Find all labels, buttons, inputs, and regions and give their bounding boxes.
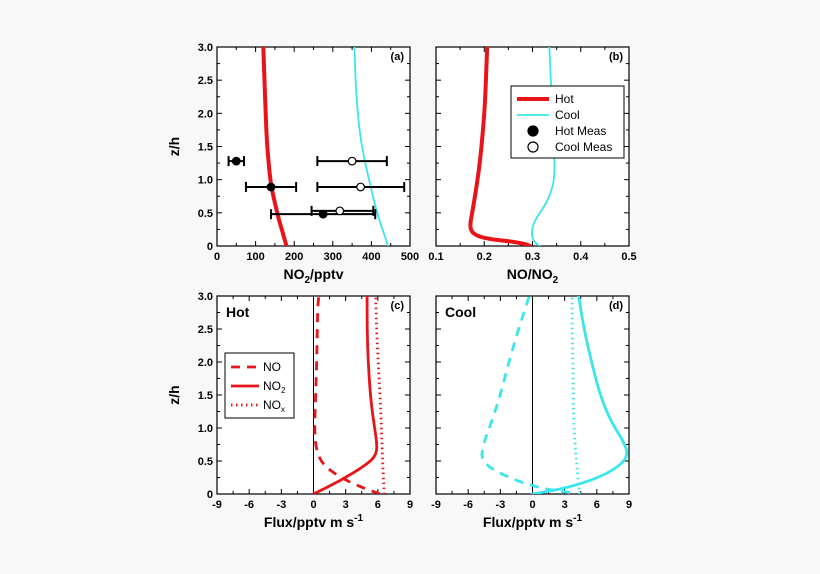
x-tick-label: 3	[562, 499, 568, 511]
y-tick-label: 3.0	[198, 291, 213, 303]
x-axis-title-tail: /pptv	[310, 266, 344, 282]
hot-meas-point	[266, 182, 276, 192]
x-tick-label: 0	[214, 251, 220, 263]
panel-tag: (d)	[609, 300, 623, 312]
x-tick-label: -9	[212, 499, 222, 511]
x-tick-label: 6	[594, 499, 600, 511]
x-tick-label: -3	[495, 499, 505, 511]
panel-c: -9 -6 -3 0 3 6 9 0 0.5 1.0 1.5 2.0 2.5 3.0 z/h Flux/ppt…	[166, 291, 413, 530]
series-line-no	[313, 296, 381, 494]
series-line-no	[480, 296, 571, 494]
x-axis-title-main: Flux/pptv m s	[483, 514, 573, 530]
y-tick-label: 2.5	[198, 75, 213, 87]
corner-label: Hot	[226, 304, 250, 320]
y-tick-label: 0.5	[198, 456, 213, 468]
x-tick-label: 0	[529, 499, 535, 511]
x-tick-label: 400	[362, 251, 380, 263]
legend-marker-cool-meas	[527, 141, 539, 153]
x-tick-label: -3	[276, 499, 286, 511]
legend-label-main: NO	[263, 398, 281, 412]
hot-meas-point	[231, 156, 241, 166]
y-tick-label: 0.5	[198, 208, 213, 220]
x-tick-label: 0.4	[573, 251, 589, 263]
legend-box	[224, 352, 295, 419]
x-tick-label: 0.3	[525, 251, 540, 263]
x-tick-label: 9	[626, 499, 632, 511]
legend-label: Hot	[555, 92, 574, 106]
panel-b: 0.1 0.2 0.3 0.4 0.5 NO/NO2 (b)	[428, 46, 637, 286]
panel-a: 0 100 200 300 400 500 0 0.5 1.0 1.5 2.0 2.5 3.0 z/h NO…	[166, 42, 419, 286]
x-tick-label: 0	[310, 499, 316, 511]
legend-label-sub: x	[281, 405, 285, 414]
x-axis-title: NO/NO2	[507, 266, 559, 286]
legend-label: Hot Meas	[555, 124, 606, 138]
y-tick-label: 2.0	[198, 108, 213, 120]
series-line-hot	[468, 47, 533, 246]
plot-area	[312, 296, 386, 494]
corner-label: Cool	[445, 304, 476, 320]
x-tick-label: 6	[375, 499, 381, 511]
x-tick-label: 200	[285, 251, 303, 263]
cool-meas-point	[347, 156, 357, 166]
legend-label-sub: 2	[281, 386, 286, 395]
plot-frame	[216, 46, 411, 247]
y-tick-label: 2.5	[198, 324, 213, 336]
x-tick-label: 9	[407, 499, 413, 511]
x-axis-title-main: NO	[283, 266, 304, 282]
x-axis-title: Flux/pptv m s-1	[483, 513, 583, 530]
x-axis-title: Flux/pptv m s-1	[264, 513, 364, 530]
x-axis-title-main: Flux/pptv m s	[264, 514, 354, 530]
y-tick-label: 1.0	[198, 175, 213, 187]
plot-area	[480, 296, 629, 494]
plot-area	[261, 47, 389, 246]
x-tick-label: 0.5	[621, 251, 636, 263]
series-line-no2	[312, 296, 379, 494]
cool-meas-point	[335, 206, 345, 216]
y-tick-label: 0	[207, 241, 213, 253]
panel-tag: (a)	[391, 51, 405, 63]
series-line-hot	[261, 47, 289, 246]
x-tick-label: 3	[343, 499, 349, 511]
legend-label: NO2	[263, 379, 286, 395]
series-line-no2	[531, 296, 629, 494]
legend-label: Cool Meas	[555, 140, 612, 154]
legend-label: NO	[263, 360, 281, 374]
x-axis-title-sub: 2	[304, 275, 310, 286]
panel-tag: (b)	[609, 51, 623, 63]
x-axis-title-sup: -1	[354, 513, 363, 524]
legend-label-main: NO	[263, 379, 281, 393]
panel-tag: (c)	[391, 300, 405, 312]
x-axis-title-sup: -1	[573, 513, 582, 524]
y-tick-label: 3.0	[198, 42, 213, 54]
x-tick-label: -6	[244, 499, 254, 511]
x-tick-label: -6	[463, 499, 473, 511]
x-tick-label: -9	[431, 499, 441, 511]
x-tick-label: 0.2	[477, 251, 492, 263]
x-tick-label: 0.1	[428, 251, 443, 263]
panels: 0 100 200 300 400 50000.51.01.52.02.53.0z/hNO…	[166, 42, 637, 530]
x-axis-title: NO2/pptv	[283, 266, 343, 286]
y-tick-label: 1.5	[198, 142, 213, 154]
y-axis-title: z/h	[166, 137, 182, 156]
y-tick-label: 1.0	[198, 423, 213, 435]
series-line-cool	[353, 47, 389, 246]
legend-label: NOx	[263, 398, 285, 414]
y-tick-label: 1.5	[198, 390, 213, 402]
x-axis-title-sub: 2	[553, 275, 559, 286]
x-axis-title-main: NO/NO	[507, 266, 553, 282]
legend-label: Cool	[555, 108, 580, 122]
x-tick-label: 500	[401, 251, 419, 263]
legend-b: Hot Cool Hot Meas Cool Meas	[510, 85, 625, 159]
x-tick-label: 100	[246, 251, 264, 263]
legend-marker-hot-meas	[527, 125, 539, 137]
cool-meas-point	[356, 182, 365, 192]
y-axis-title: z/h	[166, 385, 182, 404]
y-tick-label: 0	[207, 489, 213, 501]
x-tick-label: 300	[324, 251, 342, 263]
y-tick-label: 2.0	[198, 357, 213, 369]
panel-d: -9 -6 -3 0 3 6 9 Flux/pptv m s-1 (d) Cool	[431, 295, 632, 530]
